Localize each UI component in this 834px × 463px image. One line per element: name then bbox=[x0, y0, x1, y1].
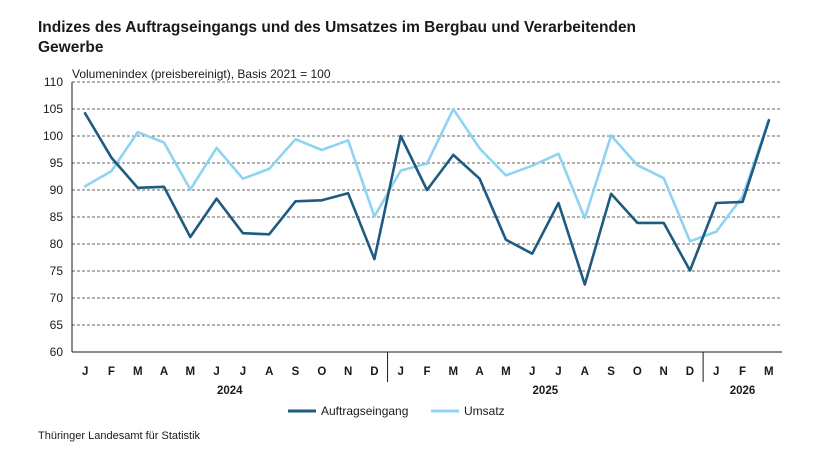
x-tick-label: J bbox=[82, 366, 88, 378]
x-tick-label: A bbox=[581, 366, 589, 378]
year-label: 2025 bbox=[533, 385, 559, 397]
year-label: 2026 bbox=[730, 385, 756, 397]
y-tick-label: 100 bbox=[43, 129, 63, 143]
x-tick-label: M bbox=[186, 366, 196, 378]
x-tick-label: M bbox=[501, 366, 511, 378]
series-line-umsatz bbox=[83, 107, 771, 243]
y-tick-label: 70 bbox=[50, 291, 64, 305]
y-tick-label: 85 bbox=[50, 210, 64, 224]
series-line-auftragseingang bbox=[83, 112, 771, 286]
x-tick-label: M bbox=[448, 366, 458, 378]
y-tick-label: 65 bbox=[50, 318, 64, 332]
x-tick-label: J bbox=[529, 366, 535, 378]
y-tick-label: 110 bbox=[44, 75, 63, 89]
year-label: 2024 bbox=[217, 385, 243, 397]
x-tick-label: A bbox=[160, 366, 168, 378]
chart-title: Indizes des Auftragseingangs und des Ums… bbox=[38, 19, 637, 56]
x-tick-label: A bbox=[265, 366, 273, 378]
y-tick-label: 80 bbox=[50, 237, 64, 251]
x-tick-label: D bbox=[686, 366, 694, 378]
x-tick-label: S bbox=[607, 366, 615, 378]
source-note: Thüringer Landesamt für Statistik bbox=[38, 430, 201, 442]
x-tick-label: N bbox=[660, 366, 668, 378]
x-tick-label: J bbox=[213, 366, 219, 378]
y-tick-label: 95 bbox=[50, 156, 64, 170]
x-tick-label: F bbox=[423, 366, 430, 378]
x-tick-label: S bbox=[292, 366, 300, 378]
x-tick-label: J bbox=[398, 366, 404, 378]
y-tick-label: 90 bbox=[50, 183, 64, 197]
y-tick-label: 75 bbox=[50, 264, 64, 278]
x-tick-label: D bbox=[370, 366, 378, 378]
x-tick-label: O bbox=[633, 366, 642, 378]
x-tick-label: J bbox=[240, 366, 246, 378]
chart-subtitle: Volumenindex (preisbereinigt), Basis 202… bbox=[72, 67, 331, 81]
y-tick-label: 105 bbox=[43, 102, 63, 116]
x-tick-label: J bbox=[713, 366, 719, 378]
x-tick-label: M bbox=[764, 366, 774, 378]
legend-label-auftragseingang: Auftragseingang bbox=[321, 404, 408, 418]
y-tick-label: 60 bbox=[50, 345, 64, 359]
legend-label-umsatz: Umsatz bbox=[464, 404, 505, 418]
x-tick-label: O bbox=[317, 366, 326, 378]
x-tick-label: F bbox=[739, 366, 746, 378]
x-tick-label: F bbox=[108, 366, 115, 378]
x-tick-label: J bbox=[555, 366, 561, 378]
x-tick-label: A bbox=[475, 366, 483, 378]
x-tick-label: M bbox=[133, 366, 143, 378]
x-tick-label: N bbox=[344, 366, 352, 378]
